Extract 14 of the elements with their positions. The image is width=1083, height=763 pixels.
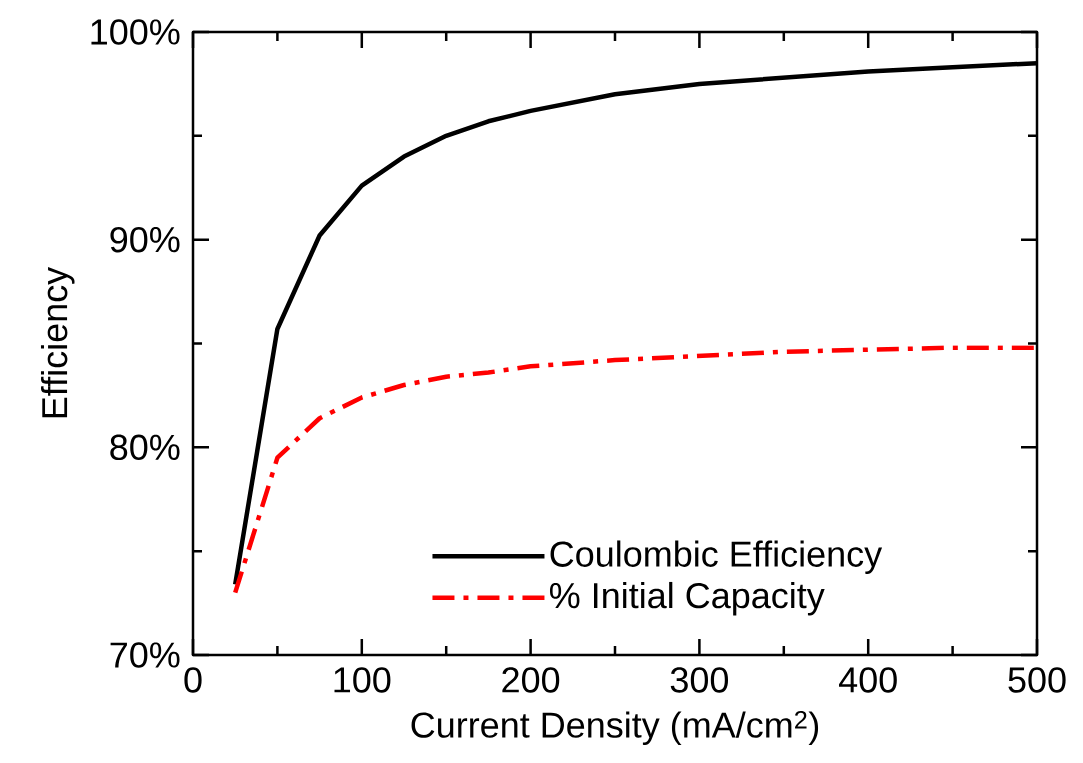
x-axis-title: Current Density (mA/cm$^{2}$)	[411, 710, 819, 745]
y-tick-label: 100%	[91, 19, 180, 45]
legend-label: Coulombic Efficiency	[550, 540, 883, 574]
x-tick-label: 100	[334, 667, 391, 693]
x-tick-label: 300	[670, 667, 729, 693]
y-axis-title: Efficiency	[40, 266, 75, 418]
y-tick-label: 70%	[110, 642, 180, 668]
y-tick-label: 80%	[110, 434, 180, 461]
x-tick-label: 200	[502, 667, 560, 693]
y-tick-label: 90%	[110, 226, 180, 253]
x-tick-label: 500	[1008, 667, 1066, 693]
x-tick-label: 0	[184, 667, 202, 693]
legend-label: % Initial Capacity	[550, 581, 825, 616]
x-tick-label: 400	[839, 667, 897, 693]
